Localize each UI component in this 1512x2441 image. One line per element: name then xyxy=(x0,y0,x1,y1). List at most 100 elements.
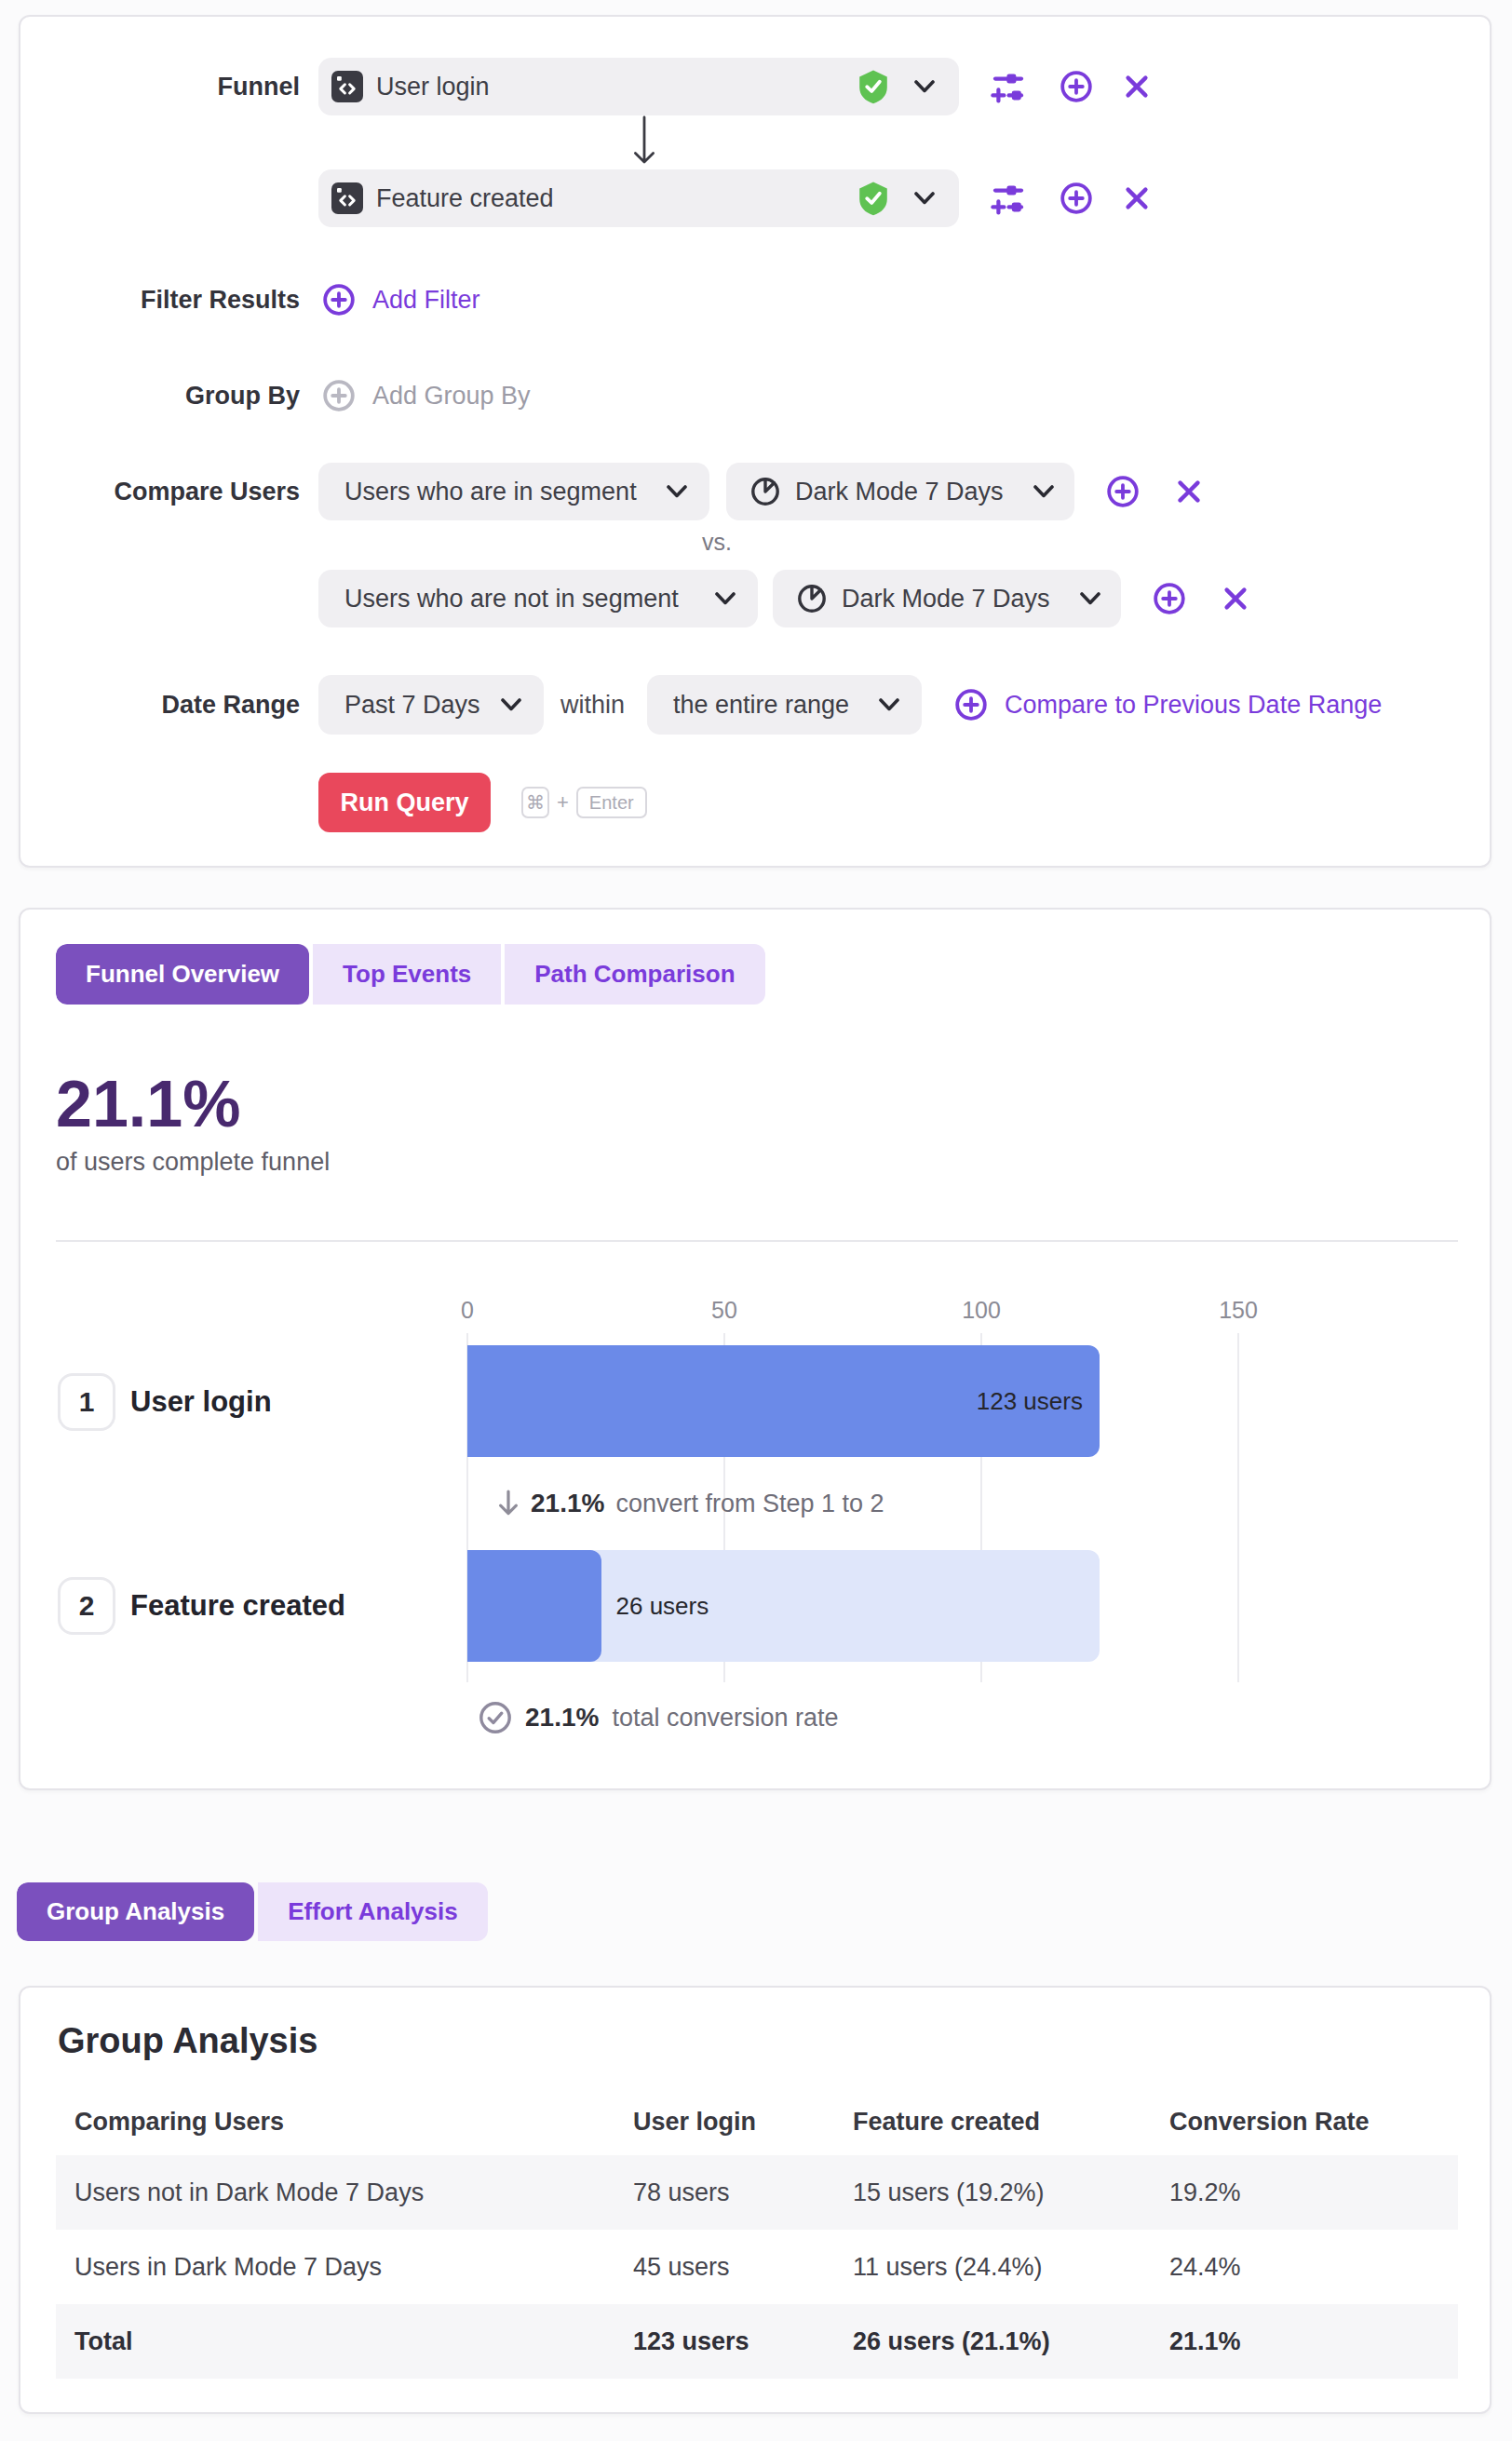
configure-step-1-icon[interactable] xyxy=(989,67,1028,106)
funnel-results-card: Funnel Overview Top Events Path Comparis… xyxy=(19,908,1492,1790)
step-conversion-caption: convert from Step 1 to 2 xyxy=(615,1490,884,1518)
add-filter-button[interactable]: Add Filter xyxy=(322,271,480,329)
date-range-dropdown[interactable]: Past 7 Days xyxy=(318,675,544,735)
funnel-flow-arrow-icon xyxy=(631,115,657,168)
table-cell-total: Total xyxy=(74,2304,133,2379)
bar-step-1: 123 users xyxy=(467,1345,1100,1457)
table-cell: 11 users (24.4%) xyxy=(853,2230,1043,2304)
x-axis-tick: 100 xyxy=(944,1297,1019,1324)
bar-step-2 xyxy=(467,1550,601,1662)
tab-group-analysis[interactable]: Group Analysis xyxy=(17,1882,254,1941)
chevron-down-icon xyxy=(914,80,935,93)
add-group-by-label: Add Group By xyxy=(372,382,531,411)
date-window-dropdown[interactable]: the entire range xyxy=(647,675,922,735)
total-conversion-rate: 21.1% xyxy=(525,1703,599,1733)
date-range-label: Date Range xyxy=(20,675,300,735)
compare-previous-date-range-label: Compare to Previous Date Range xyxy=(1005,691,1382,720)
event-icon xyxy=(331,71,363,102)
compare-segment-1-dropdown[interactable]: Dark Mode 7 Days xyxy=(726,463,1074,520)
within-label: within xyxy=(560,675,625,735)
funnel-label: Funnel xyxy=(20,58,300,115)
x-axis-tick: 150 xyxy=(1201,1297,1276,1324)
tab-top-events[interactable]: Top Events xyxy=(313,944,501,1005)
results-tabs: Funnel Overview Top Events Path Comparis… xyxy=(56,944,765,1005)
compare-previous-date-range-button[interactable]: Compare to Previous Date Range xyxy=(954,675,1382,735)
divider xyxy=(56,1240,1458,1242)
date-window-value: the entire range xyxy=(673,691,849,720)
query-builder-card: Funnel User login Feature created xyxy=(19,15,1492,868)
bar-step-1-value: 123 users xyxy=(977,1387,1083,1416)
compare-segment-2-dropdown[interactable]: Dark Mode 7 Days xyxy=(773,570,1121,627)
arrow-down-icon xyxy=(497,1490,520,1517)
compare-selector-2-dropdown[interactable]: Users who are not in segment xyxy=(318,570,758,627)
plus-separator: + xyxy=(557,790,569,815)
compare-segment-2-value: Dark Mode 7 Days xyxy=(842,585,1050,614)
compare-selector-2-value: Users who are not in segment xyxy=(344,585,679,614)
funnel-step-1-value: User login xyxy=(376,73,490,101)
remove-compare-2-icon[interactable] xyxy=(1223,587,1248,611)
verified-icon xyxy=(857,181,890,216)
add-date-compare-icon xyxy=(954,688,988,722)
gridline xyxy=(1237,1333,1240,1682)
step-2-number: 2 xyxy=(58,1577,115,1635)
tab-funnel-overview[interactable]: Funnel Overview xyxy=(56,944,309,1005)
total-conversion-annotation: 21.1% total conversion rate xyxy=(479,1701,839,1734)
headline-caption: of users complete funnel xyxy=(56,1148,330,1177)
verified-icon xyxy=(857,69,890,104)
add-compare-1-icon[interactable] xyxy=(1106,475,1140,508)
remove-step-1-icon[interactable] xyxy=(1125,74,1149,99)
add-compare-2-icon[interactable] xyxy=(1153,582,1186,615)
table-cell-total: 21.1% xyxy=(1169,2304,1241,2379)
analysis-tabs: Group Analysis Effort Analysis xyxy=(17,1882,488,1941)
cmd-key: ⌘ xyxy=(521,787,549,818)
compare-segment-1-value: Dark Mode 7 Days xyxy=(795,478,1004,506)
pie-chart-icon xyxy=(750,477,780,506)
add-filter-icon xyxy=(322,283,356,317)
step-conversion-rate: 21.1% xyxy=(531,1489,604,1518)
remove-step-2-icon[interactable] xyxy=(1125,186,1149,210)
group-by-label: Group By xyxy=(20,367,300,425)
compare-users-label: Compare Users xyxy=(20,463,300,520)
column-header-feature-created: Feature created xyxy=(853,2096,1040,2148)
group-analysis-title: Group Analysis xyxy=(58,2021,317,2061)
funnel-step-1-dropdown[interactable]: User login xyxy=(318,58,959,115)
run-query-shortcut: ⌘ + Enter xyxy=(521,773,647,832)
step-1-number: 1 xyxy=(58,1373,115,1431)
table-cell: 15 users (19.2%) xyxy=(853,2155,1045,2230)
event-icon xyxy=(331,182,363,214)
tab-effort-analysis[interactable]: Effort Analysis xyxy=(258,1882,488,1941)
bar-step-2-value: 26 users xyxy=(616,1550,709,1662)
funnel-analysis-page: Funnel User login Feature created xyxy=(0,0,1512,2441)
date-range-value: Past 7 Days xyxy=(344,691,480,720)
table-cell: 24.4% xyxy=(1169,2230,1241,2304)
filter-results-label: Filter Results xyxy=(20,271,300,329)
add-group-by-button[interactable]: Add Group By xyxy=(322,367,531,425)
pie-chart-icon xyxy=(797,584,827,614)
table-cell: Users not in Dark Mode 7 Days xyxy=(74,2155,424,2230)
enter-key: Enter xyxy=(576,787,647,818)
table-row-stripe xyxy=(56,2304,1458,2379)
vs-label: vs. xyxy=(661,529,773,556)
table-cell: 78 users xyxy=(633,2155,730,2230)
configure-step-2-icon[interactable] xyxy=(989,179,1028,218)
remove-compare-1-icon[interactable] xyxy=(1177,479,1201,504)
headline-percentage: 21.1% xyxy=(56,1072,240,1137)
check-circle-icon xyxy=(479,1701,512,1734)
group-analysis-card: Group Analysis Comparing Users User logi… xyxy=(19,1986,1492,2414)
add-group-by-icon xyxy=(322,379,356,412)
funnel-step-2-value: Feature created xyxy=(376,184,554,213)
funnel-step-2-dropdown[interactable]: Feature created xyxy=(318,169,959,227)
run-query-button[interactable]: Run Query xyxy=(318,773,491,832)
x-axis-tick: 0 xyxy=(430,1297,505,1324)
table-cell: Users in Dark Mode 7 Days xyxy=(74,2230,382,2304)
add-step-1-icon[interactable] xyxy=(1060,70,1093,103)
table-cell: 45 users xyxy=(633,2230,730,2304)
tab-path-comparison[interactable]: Path Comparison xyxy=(505,944,764,1005)
column-header-comparing-users: Comparing Users xyxy=(74,2096,284,2148)
table-cell: 19.2% xyxy=(1169,2155,1241,2230)
table-cell-total: 26 users (21.1%) xyxy=(853,2304,1050,2379)
table-cell-total: 123 users xyxy=(633,2304,749,2379)
add-step-2-icon[interactable] xyxy=(1060,182,1093,215)
compare-selector-1-dropdown[interactable]: Users who are in segment xyxy=(318,463,709,520)
chevron-down-icon xyxy=(667,485,687,498)
